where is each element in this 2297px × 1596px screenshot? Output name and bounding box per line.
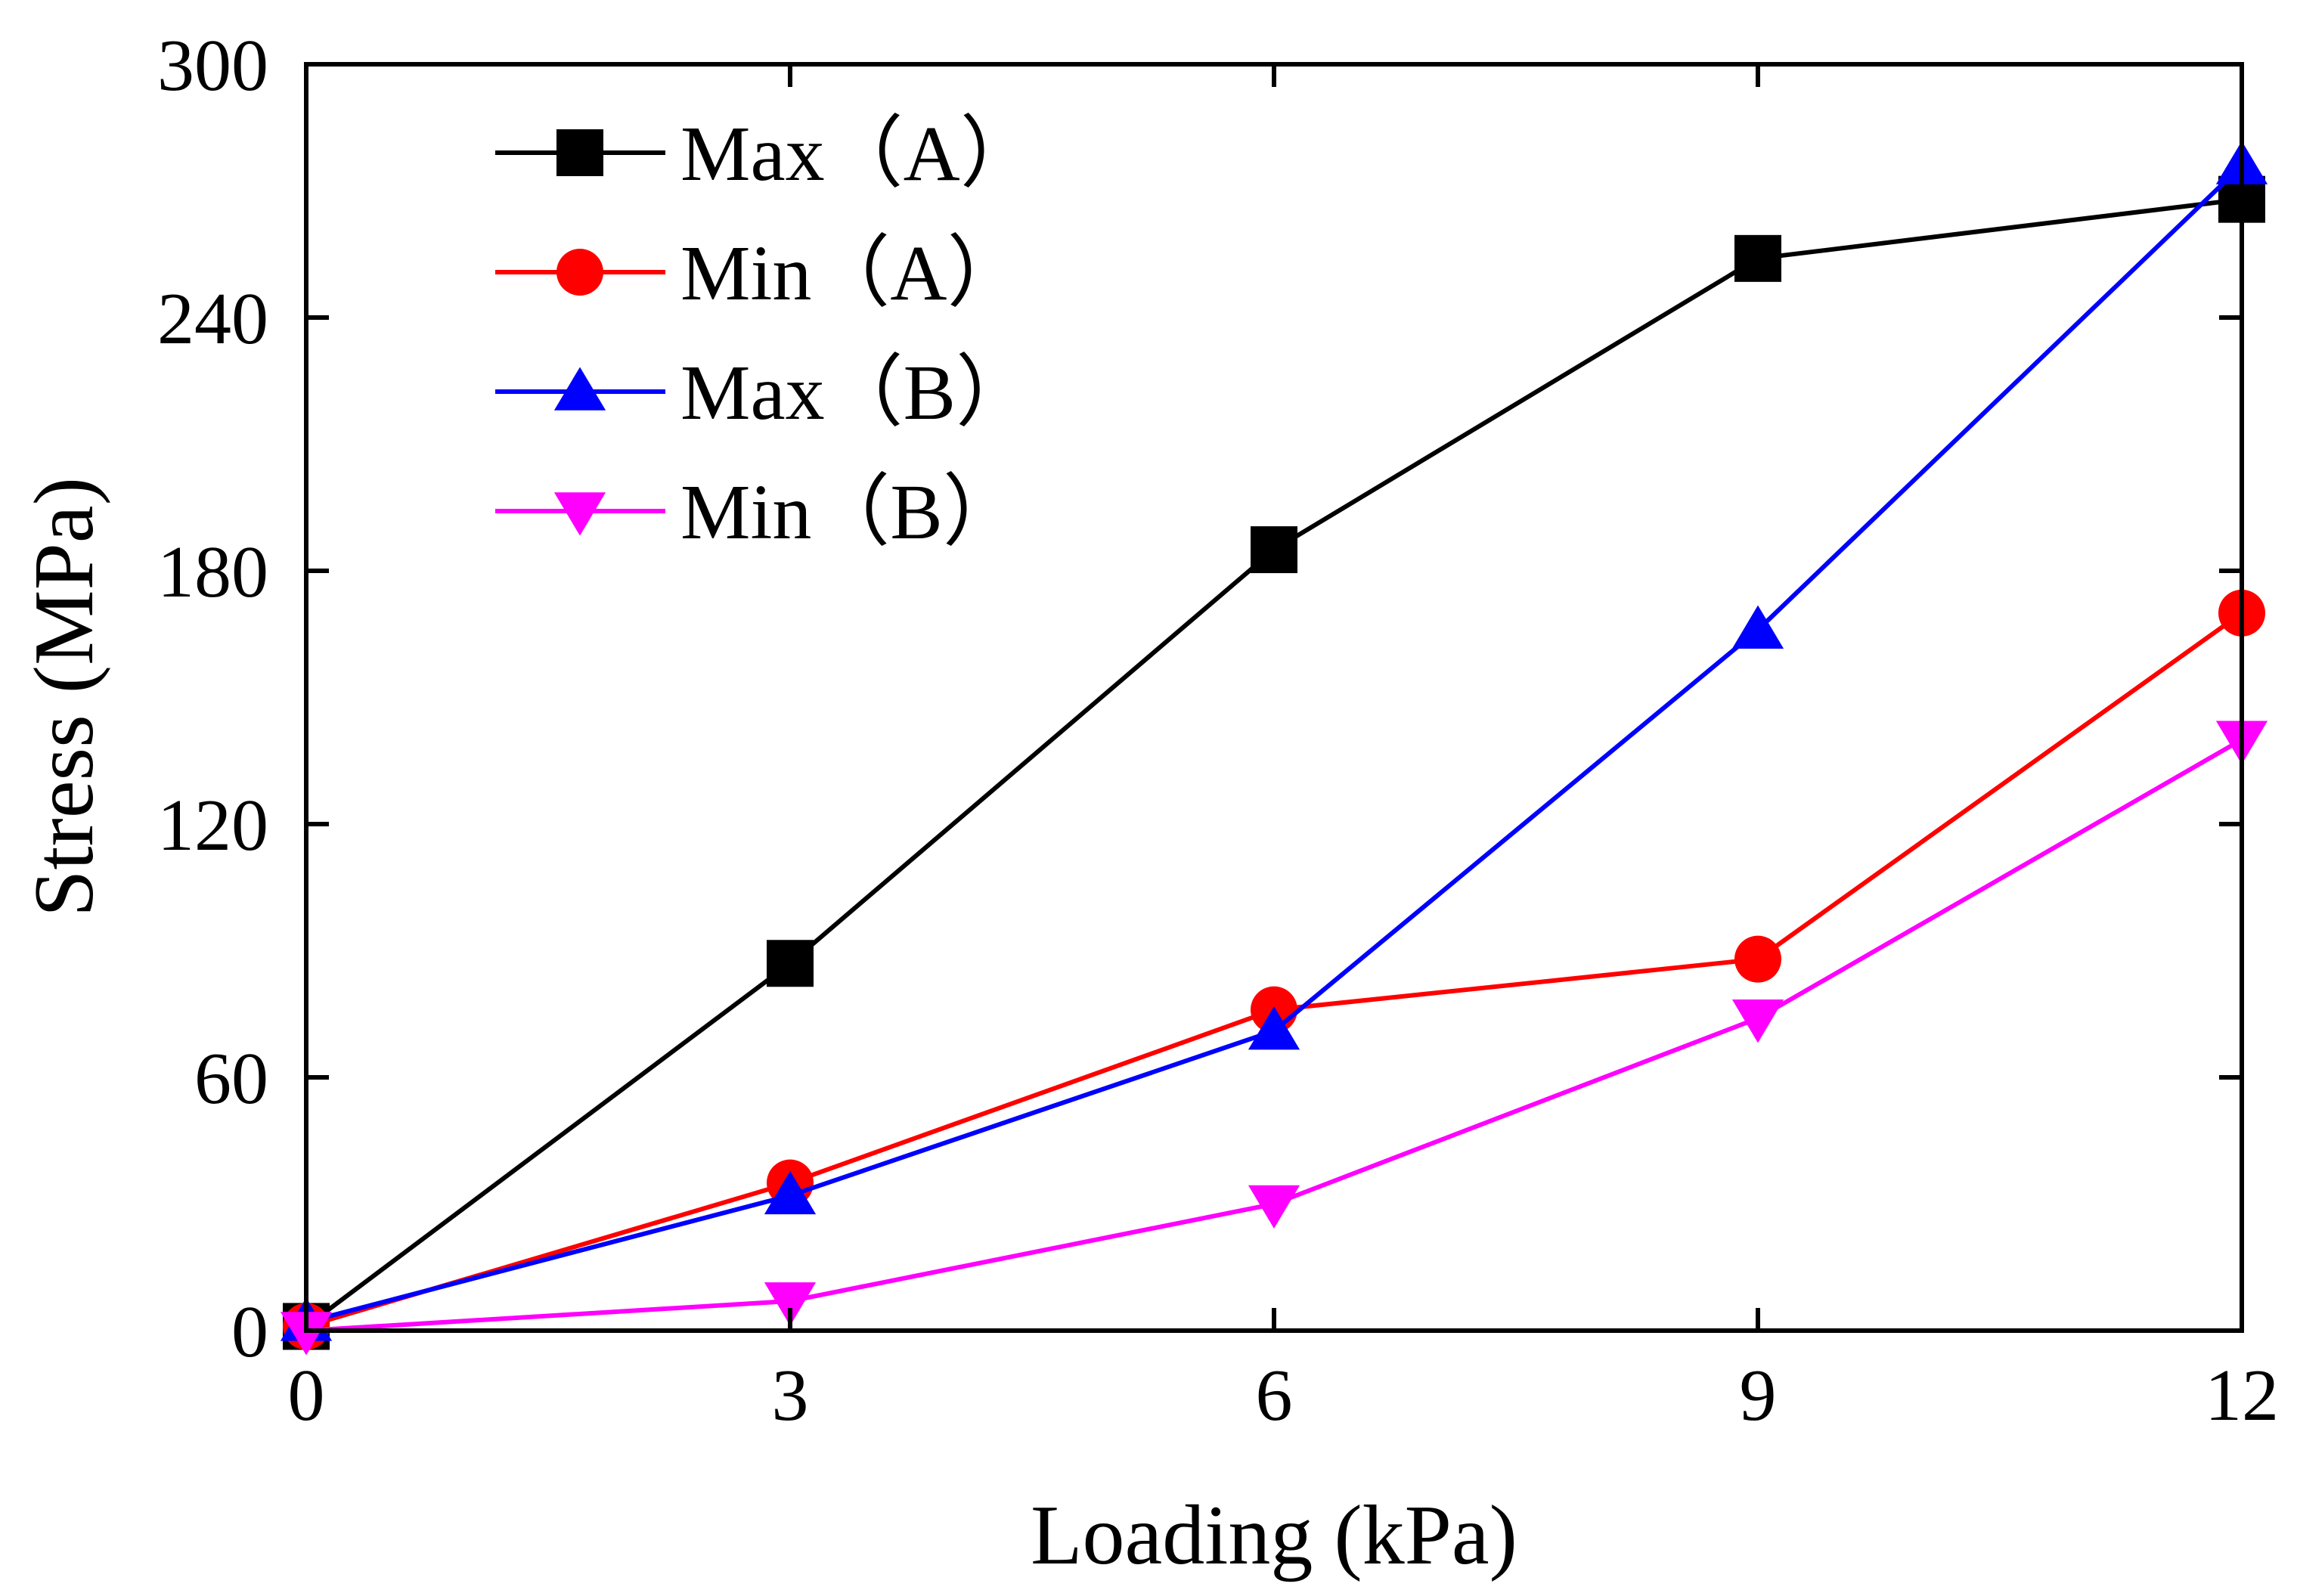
data-point-marker [1248,1006,1300,1050]
legend-marker [556,129,603,176]
plot-frame [304,62,2244,1333]
legend: Max（A） Min（A） Max（B） Min（B） [495,110,1039,556]
legend-marker [553,367,606,411]
x-tick-label: 6 [1256,1355,1293,1436]
series-1 [283,175,2265,1350]
legend-marker [556,249,603,296]
x-tick-label: 12 [2205,1355,2279,1436]
legend-item: Min（B） [495,469,1021,556]
series-4 [280,721,2268,1356]
data-point-marker [1731,605,1784,649]
series-line [305,163,2244,1325]
x-tick-label: 9 [1740,1355,1777,1436]
legend-item: Max（A） [495,110,1039,197]
legend-label: Max（B） [680,349,1034,436]
series-3 [280,141,2268,1341]
data-point-marker [1251,526,1297,574]
series-2 [283,589,2265,1350]
data-point-marker [764,1170,817,1215]
x-axis-title: Loading (kPa) [1031,1489,1517,1582]
data-point-marker [1734,935,1781,983]
legend-label: Min（B） [680,469,1021,556]
legend-label: Max（A） [680,110,1039,197]
x-tick-label: 3 [772,1355,809,1436]
y-tick-label: 180 [157,531,268,613]
data-point-marker [764,1282,817,1326]
data-point-marker [1248,1185,1300,1229]
legend-item: Min（A） [495,230,1025,317]
data-point-marker [1734,234,1781,282]
series-layer [280,141,2268,1356]
y-tick-label: 240 [157,278,268,360]
data-point-marker [280,1312,333,1356]
y-axis-title: Stress (MPa) [17,477,111,917]
y-tick-label: 0 [231,1291,268,1373]
series-line [305,197,2243,1328]
data-point-marker [1731,999,1784,1043]
y-tick-label: 300 [157,25,268,107]
x-tick-label: 0 [288,1355,325,1436]
y-tick-label: 60 [194,1038,268,1120]
data-point-marker [767,940,814,987]
legend-label: Min（A） [680,230,1025,317]
legend-item: Max（B） [495,349,1034,436]
y-tick-label: 120 [157,785,268,866]
legend-marker [553,492,606,536]
